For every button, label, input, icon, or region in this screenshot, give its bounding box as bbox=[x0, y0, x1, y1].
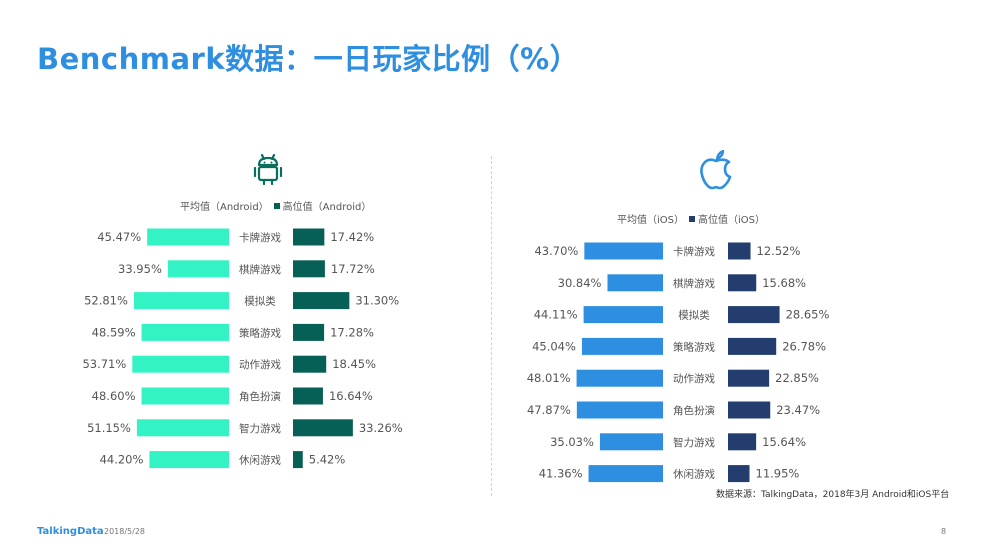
android-avg-bar-3 bbox=[141, 323, 229, 341]
ios-avg-label-2: 44.11% bbox=[534, 308, 578, 322]
android-avg-label-1: 33.95% bbox=[118, 262, 162, 276]
ios-high-bar-6 bbox=[728, 433, 757, 451]
android-avg-bar-1 bbox=[167, 260, 229, 278]
ios-category-label-4: 动作游戏 bbox=[673, 372, 715, 385]
android-high-label-2: 31.30% bbox=[355, 294, 399, 308]
ios-high-label-1: 15.68% bbox=[762, 276, 806, 290]
ios-avg-label-5: 47.87% bbox=[527, 403, 571, 417]
android-high-bar-3 bbox=[293, 323, 325, 341]
android-high-bar-4 bbox=[293, 355, 327, 373]
android-high-label-6: 33.26% bbox=[359, 421, 403, 435]
android-high-label-5: 16.64% bbox=[329, 389, 373, 403]
ios-avg-bar-2 bbox=[583, 306, 663, 324]
android-avg-bar-2 bbox=[133, 292, 229, 310]
ios-avg-bar-7 bbox=[588, 465, 663, 483]
ios-high-label-2: 28.65% bbox=[786, 308, 830, 322]
android-high-bar-2 bbox=[293, 292, 350, 310]
ios-category-label-6: 智力游戏 bbox=[673, 436, 715, 449]
ios-avg-label-6: 35.03% bbox=[550, 435, 594, 449]
ios-category-label-1: 棋牌游戏 bbox=[673, 277, 715, 290]
android-avg-bar-5 bbox=[141, 387, 229, 405]
ios-category-label-5: 角色扮演 bbox=[673, 404, 715, 417]
ios-high-bar-5 bbox=[728, 401, 771, 419]
android-avg-label-7: 44.20% bbox=[100, 453, 144, 467]
android-avg-label-4: 53.71% bbox=[82, 357, 126, 371]
page-title: Benchmark数据：一日玩家比例（%） bbox=[37, 42, 580, 76]
apple-icon bbox=[700, 150, 732, 190]
ios-high-bar-1 bbox=[728, 274, 757, 292]
ios-high-bar-2 bbox=[728, 306, 780, 324]
android-avg-label-2: 52.81% bbox=[84, 294, 128, 308]
android-avg-bar-0 bbox=[147, 228, 229, 246]
android-avg-bar-4 bbox=[132, 355, 229, 373]
ios-avg-label-7: 41.36% bbox=[539, 467, 583, 481]
ios-category-label-3: 策略游戏 bbox=[673, 340, 715, 353]
ios-legend: 平均值（iOS） 高位值（iOS） bbox=[617, 211, 765, 226]
legend-high-ios-swatch bbox=[689, 215, 695, 222]
android-high-label-4: 18.45% bbox=[332, 357, 376, 371]
android-high-bar-1 bbox=[293, 260, 325, 278]
android-high-bar-6 bbox=[293, 419, 353, 437]
ios-avg-bar-6 bbox=[599, 433, 663, 451]
legend-high-android-swatch bbox=[273, 202, 280, 209]
android-high-label-1: 17.72% bbox=[331, 262, 375, 276]
android-avg-label-0: 45.47% bbox=[97, 230, 141, 244]
ios-high-label-3: 26.78% bbox=[782, 339, 826, 353]
android-high-label-7: 5.42% bbox=[309, 453, 346, 467]
ios-avg-label-4: 48.01% bbox=[527, 371, 571, 385]
android-high-label-3: 17.28% bbox=[330, 325, 374, 339]
page-number: 8 bbox=[941, 527, 947, 536]
android-legend: 平均值（Android） 高位值（Android） bbox=[180, 198, 371, 213]
ios-category-label-0: 卡牌游戏 bbox=[673, 245, 715, 258]
ios-avg-bar-0 bbox=[584, 242, 663, 260]
ios-high-label-7: 11.95% bbox=[756, 467, 800, 481]
ios-high-label-6: 15.64% bbox=[762, 435, 806, 449]
android-category-label-6: 智力游戏 bbox=[239, 422, 281, 435]
android-avg-bar-7 bbox=[149, 451, 229, 469]
data-source-note: 数据来源：TalkingData，2018年3月 Android和iOS平台 bbox=[716, 490, 950, 500]
footer-date: 2018/5/28 bbox=[104, 527, 146, 536]
ios-high-label-5: 23.47% bbox=[776, 403, 820, 417]
legend-avg-android: 平均值（Android） bbox=[180, 202, 269, 213]
ios-avg-label-3: 45.04% bbox=[532, 339, 576, 353]
android-high-label-0: 17.42% bbox=[330, 230, 374, 244]
panel-divider bbox=[491, 156, 492, 496]
ios-category-label-2: 模拟类 bbox=[678, 309, 710, 322]
legend-high-ios: 高位值（iOS） bbox=[698, 215, 765, 226]
ios-avg-bar-4 bbox=[576, 369, 663, 387]
ios-high-label-4: 22.85% bbox=[775, 371, 819, 385]
android-avg-label-6: 51.15% bbox=[87, 421, 131, 435]
android-category-label-7: 休闲游戏 bbox=[239, 454, 281, 467]
ios-category-label-7: 休闲游戏 bbox=[673, 468, 715, 481]
ios-high-bar-7 bbox=[728, 465, 750, 483]
android-avg-label-3: 48.59% bbox=[92, 325, 136, 339]
android-category-label-0: 卡牌游戏 bbox=[239, 231, 281, 244]
android-high-bar-5 bbox=[293, 387, 323, 405]
android-category-label-5: 角色扮演 bbox=[239, 390, 281, 403]
android-category-label-3: 策略游戏 bbox=[239, 326, 281, 339]
ios-avg-label-0: 43.70% bbox=[534, 244, 578, 258]
ios-high-bar-3 bbox=[728, 337, 777, 355]
android-icon bbox=[253, 153, 283, 186]
ios-high-bar-0 bbox=[728, 242, 751, 260]
ios-avg-label-1: 30.84% bbox=[558, 276, 602, 290]
android-high-bar-7 bbox=[293, 451, 303, 469]
legend-high-android: 高位值（Android） bbox=[282, 202, 372, 213]
ios-avg-bar-1 bbox=[607, 274, 663, 292]
android-avg-bar-6 bbox=[136, 419, 229, 437]
android-category-label-2: 模拟类 bbox=[244, 295, 276, 308]
legend-avg-ios: 平均值（iOS） bbox=[617, 215, 684, 226]
footer-brand-logo: TalkingData bbox=[37, 526, 104, 537]
ios-high-bar-4 bbox=[728, 369, 770, 387]
android-high-bar-0 bbox=[293, 228, 325, 246]
ios-avg-bar-3 bbox=[581, 337, 663, 355]
android-avg-label-5: 48.60% bbox=[92, 389, 136, 403]
ios-avg-bar-5 bbox=[576, 401, 663, 419]
android-category-label-4: 动作游戏 bbox=[239, 358, 281, 371]
ios-high-label-0: 12.52% bbox=[757, 244, 801, 258]
android-category-label-1: 棋牌游戏 bbox=[239, 263, 281, 276]
